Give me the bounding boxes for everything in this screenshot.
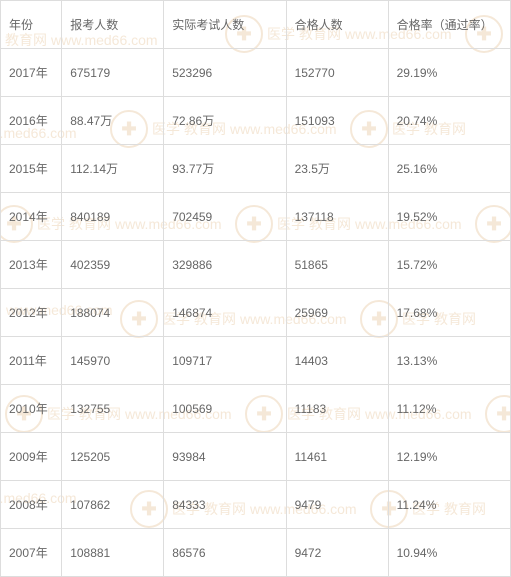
table-cell: 86576 <box>164 529 286 577</box>
col-header-rate: 合格率（通过率） <box>388 1 510 49</box>
table-cell: 20.74% <box>388 97 510 145</box>
table-cell: 2013年 <box>1 241 62 289</box>
table-cell: 29.19% <box>388 49 510 97</box>
table-row: 2015年112.14万93.77万23.5万25.16% <box>1 145 511 193</box>
table-cell: 100569 <box>164 385 286 433</box>
table-cell: 702459 <box>164 193 286 241</box>
col-header-year: 年份 <box>1 1 62 49</box>
table-cell: 12.19% <box>388 433 510 481</box>
table-body: 2017年67517952329615277029.19%2016年88.47万… <box>1 49 511 577</box>
table-cell: 25969 <box>286 289 388 337</box>
table-cell: 329886 <box>164 241 286 289</box>
table-cell: 840189 <box>62 193 164 241</box>
table-cell: 2017年 <box>1 49 62 97</box>
table-cell: 10.94% <box>388 529 510 577</box>
table-cell: 107862 <box>62 481 164 529</box>
table-cell: 13.13% <box>388 337 510 385</box>
table-cell: 93.77万 <box>164 145 286 193</box>
table-row: 2007年10888186576947210.94% <box>1 529 511 577</box>
table-cell: 125205 <box>62 433 164 481</box>
table-row: 2014年84018970245913711819.52% <box>1 193 511 241</box>
table-cell: 2011年 <box>1 337 62 385</box>
table-cell: 112.14万 <box>62 145 164 193</box>
table-cell: 137118 <box>286 193 388 241</box>
table-row: 2013年4023593298865186515.72% <box>1 241 511 289</box>
table-header-row: 年份 报考人数 实际考试人数 合格人数 合格率（通过率） <box>1 1 511 49</box>
col-header-applicants: 报考人数 <box>62 1 164 49</box>
table-row: 2012年1880741468742596917.68% <box>1 289 511 337</box>
table-row: 2011年1459701097171440313.13% <box>1 337 511 385</box>
table-cell: 17.68% <box>388 289 510 337</box>
col-header-passed: 合格人数 <box>286 1 388 49</box>
table-cell: 23.5万 <box>286 145 388 193</box>
table-cell: 132755 <box>62 385 164 433</box>
table-cell: 14403 <box>286 337 388 385</box>
table-cell: 15.72% <box>388 241 510 289</box>
table-cell: 2009年 <box>1 433 62 481</box>
table-cell: 19.52% <box>388 193 510 241</box>
data-table: 年份 报考人数 实际考试人数 合格人数 合格率（通过率） 2017年675179… <box>0 0 511 577</box>
table-cell: 152770 <box>286 49 388 97</box>
table-cell: 51865 <box>286 241 388 289</box>
table-cell: 109717 <box>164 337 286 385</box>
table-cell: 145970 <box>62 337 164 385</box>
table-cell: 2015年 <box>1 145 62 193</box>
table-cell: 2014年 <box>1 193 62 241</box>
table-row: 2016年88.47万72.86万15109320.74% <box>1 97 511 145</box>
table-row: 2017年67517952329615277029.19% <box>1 49 511 97</box>
col-header-actual: 实际考试人数 <box>164 1 286 49</box>
table-cell: 88.47万 <box>62 97 164 145</box>
table-cell: 11183 <box>286 385 388 433</box>
table-cell: 2012年 <box>1 289 62 337</box>
table-cell: 2008年 <box>1 481 62 529</box>
table-cell: 11461 <box>286 433 388 481</box>
table-cell: 84333 <box>164 481 286 529</box>
table-cell: 108881 <box>62 529 164 577</box>
table-cell: 25.16% <box>388 145 510 193</box>
table-cell: 2007年 <box>1 529 62 577</box>
table-cell: 151093 <box>286 97 388 145</box>
table-cell: 11.24% <box>388 481 510 529</box>
table-cell: 9472 <box>286 529 388 577</box>
table-cell: 11.12% <box>388 385 510 433</box>
table-row: 2009年125205939841146112.19% <box>1 433 511 481</box>
table-cell: 2016年 <box>1 97 62 145</box>
table-cell: 402359 <box>62 241 164 289</box>
table-cell: 93984 <box>164 433 286 481</box>
table-cell: 675179 <box>62 49 164 97</box>
table-cell: 523296 <box>164 49 286 97</box>
table-cell: 146874 <box>164 289 286 337</box>
table-row: 2008年10786284333947911.24% <box>1 481 511 529</box>
table-cell: 2010年 <box>1 385 62 433</box>
table-cell: 188074 <box>62 289 164 337</box>
table-cell: 9479 <box>286 481 388 529</box>
table-row: 2010年1327551005691118311.12% <box>1 385 511 433</box>
table-cell: 72.86万 <box>164 97 286 145</box>
